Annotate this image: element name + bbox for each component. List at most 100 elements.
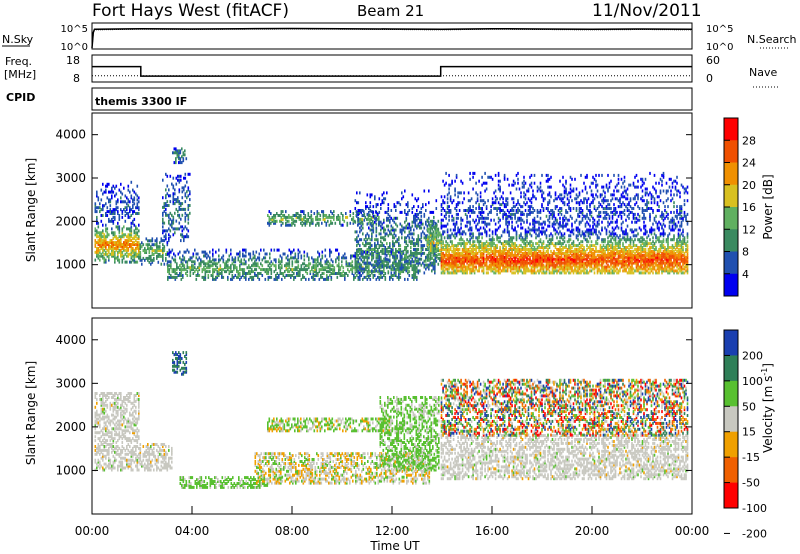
range-cell [436,249,438,253]
range-cell [631,259,633,263]
range-cell [182,274,184,277]
range-cell [163,235,166,239]
range-cell [485,253,488,257]
range-cell [614,246,617,249]
range-cell [628,263,630,267]
range-cell [299,250,301,254]
range-cell [526,265,528,269]
range-cell [631,271,633,275]
range-cell [222,260,225,264]
range-cell [111,241,113,245]
range-cell [532,265,534,269]
range-cell [278,274,280,277]
range-cell [157,253,160,256]
range-cell [502,269,504,273]
range-cell [637,238,639,242]
range-cell [184,200,187,204]
range-cell [553,257,555,261]
range-cell [431,269,433,273]
range-cell [396,266,399,270]
range-cell [395,209,397,212]
range-cell [97,231,100,235]
range-cell [295,212,298,215]
range-cell [571,269,573,273]
range-cell [120,243,122,246]
range-cell [548,269,551,273]
range-cell [520,248,522,251]
range-cell [285,215,287,219]
range-cell [476,240,479,244]
range-cell [348,264,351,268]
range-cell [395,272,397,275]
range-cell [338,264,340,268]
range-cell [608,240,611,244]
range-cell [108,182,110,186]
range-cell [381,248,384,251]
range-cell [493,238,495,242]
range-cell [395,234,397,238]
range-cell [527,253,530,257]
range-cell [127,233,130,237]
range-cell [446,248,449,251]
range-cell [425,255,427,259]
range-cell [308,264,310,268]
range-cell [185,272,187,275]
range-cell [607,271,609,275]
range-cell [129,239,131,243]
range-cell [467,248,470,251]
range-cell [643,257,645,261]
range-cell [357,265,360,269]
range-cell [497,269,500,273]
range-cell [577,261,579,265]
range-cell [378,277,381,281]
range-cell [472,263,474,267]
range-cell [433,233,435,237]
range-cell [383,228,385,232]
range-cell [623,267,626,271]
range-cell [179,268,181,272]
range-cell [337,217,340,221]
range-cell [432,253,435,257]
range-cell [431,223,434,227]
range-cell [225,270,228,274]
range-cell [404,220,406,224]
range-cell [163,229,166,233]
range-cell [360,263,363,267]
range-cell [258,256,261,260]
range-cell [150,258,152,262]
range-cell [575,259,578,263]
range-cell [115,237,118,241]
range-cell [565,267,567,271]
range-cell [347,262,349,266]
range-cell [252,262,255,266]
range-cell [577,253,579,257]
range-cell [182,254,184,258]
range-cell [156,243,158,247]
range-cell [461,267,464,271]
range-cell [652,257,654,261]
range-cell [569,230,572,234]
range-cell [109,208,112,212]
range-cell [473,265,476,269]
range-cell [413,205,415,209]
range-cell [428,231,431,235]
range-cell [473,240,476,244]
range-cell [275,264,277,268]
range-cell [440,236,443,240]
range-cell [458,261,461,265]
range-cell [547,240,549,244]
range-cell [106,248,109,252]
range-cell [562,267,564,271]
range-cell [538,234,540,238]
range-cell [511,242,513,246]
range-cell [393,232,396,236]
range-cell [365,249,367,253]
range-cell [257,272,259,275]
range-cell [541,255,543,259]
range-cell [515,249,518,253]
range-cell [653,242,656,246]
range-cell [635,267,638,271]
range-cell [496,246,498,249]
range-cell [287,254,289,258]
range-cell [464,267,467,271]
